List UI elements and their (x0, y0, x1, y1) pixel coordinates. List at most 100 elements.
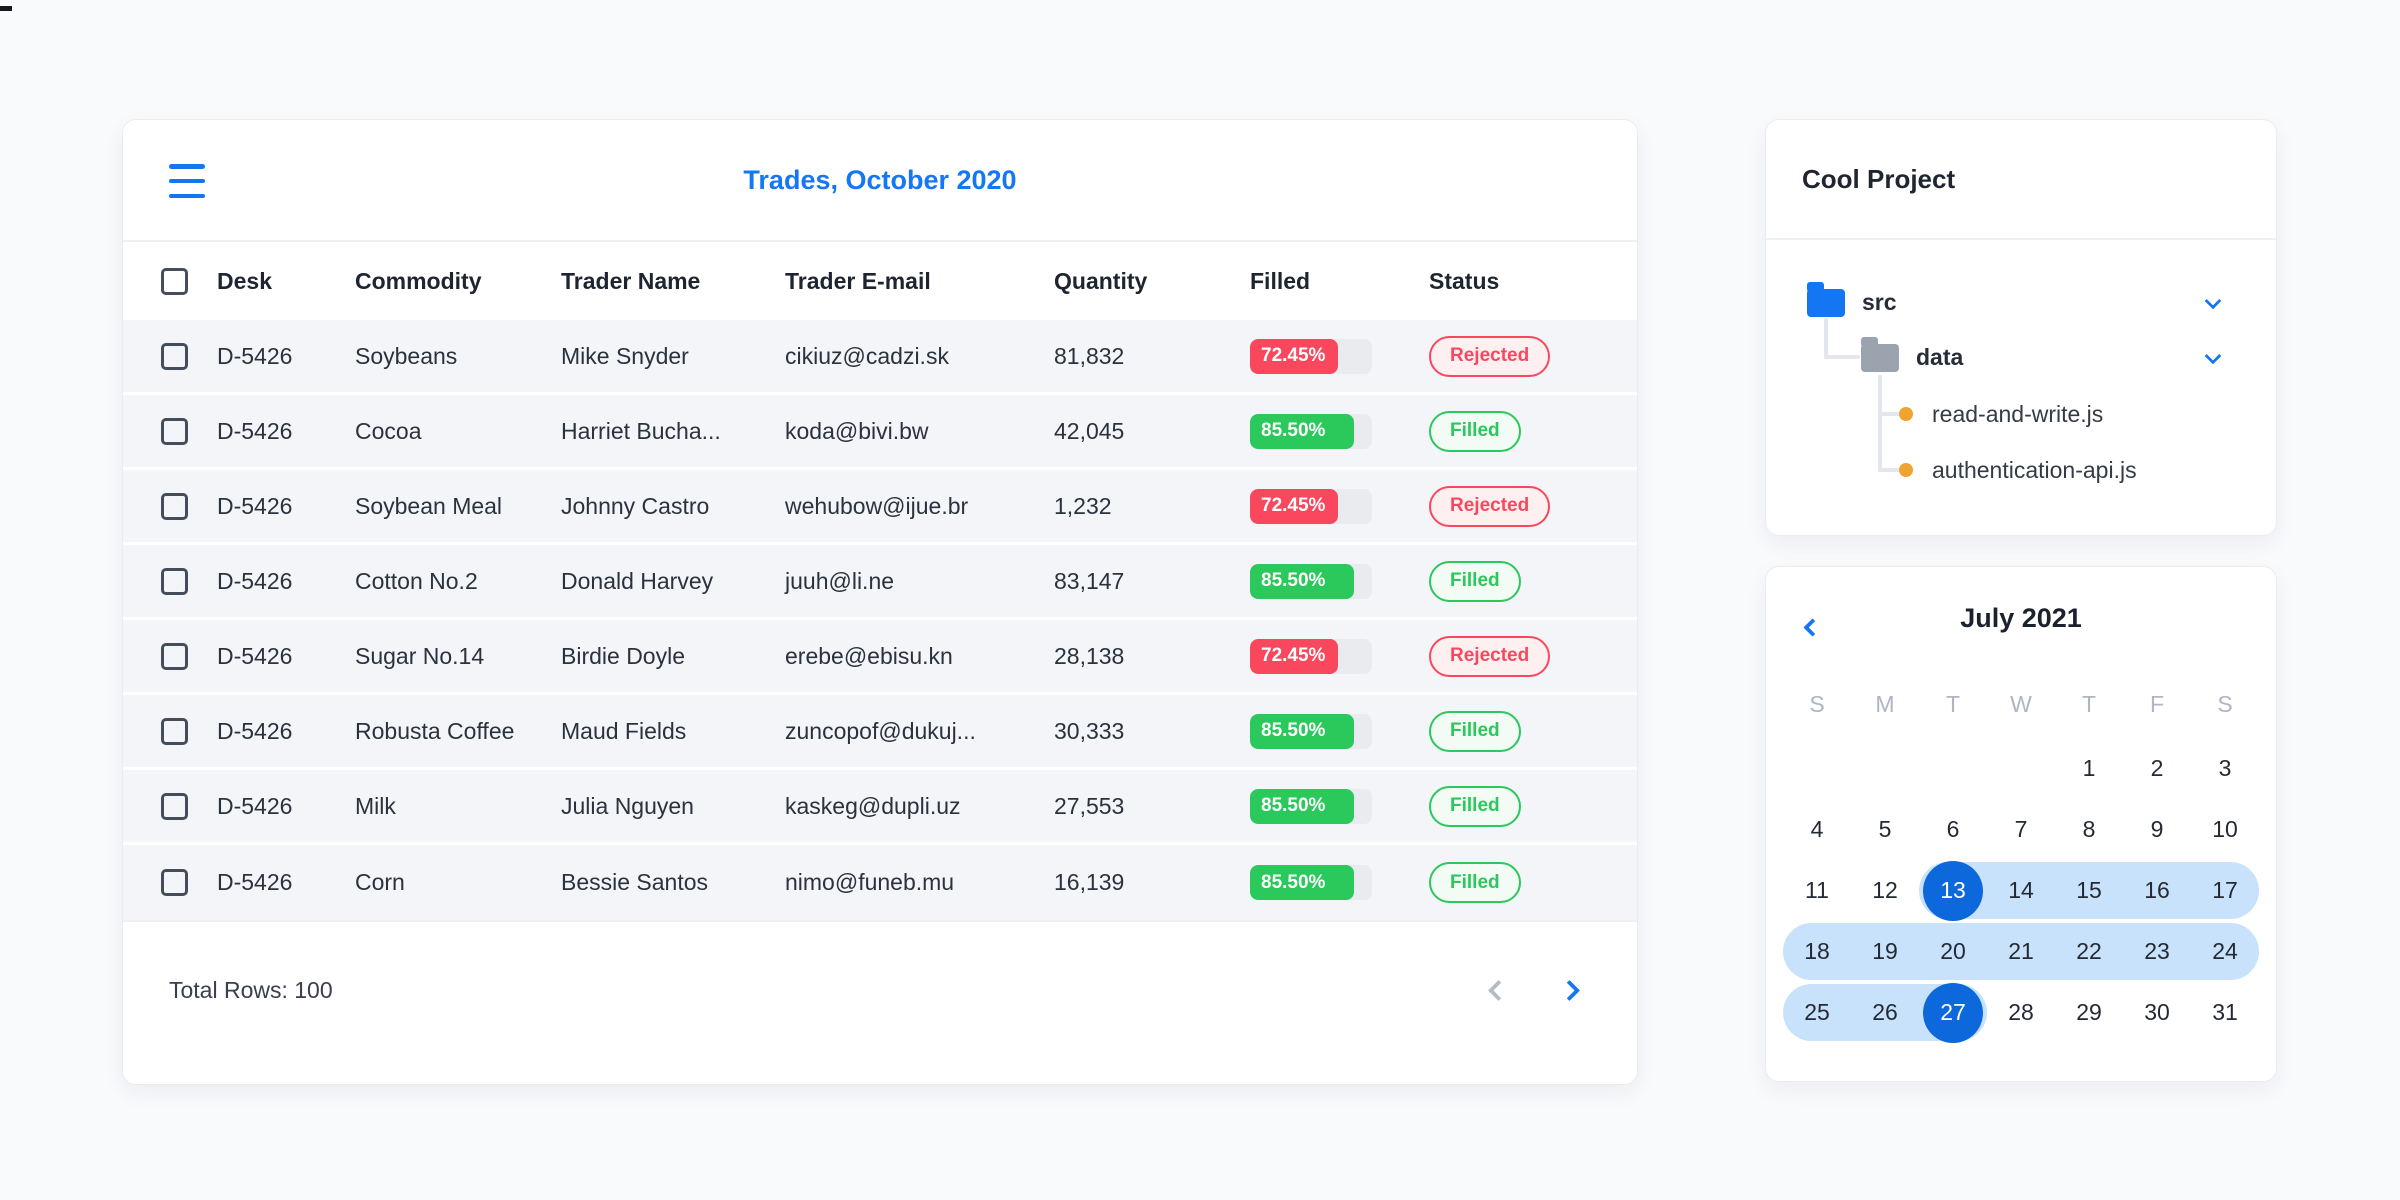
chevron-down-icon[interactable] (2204, 347, 2222, 365)
tree-item-data[interactable]: data (1916, 344, 1964, 370)
table-rows: D-5426 Soybeans Mike Snyder cikiuz@cadzi… (123, 320, 1637, 920)
row-checkbox[interactable] (161, 642, 188, 670)
calendar-day[interactable]: 27 (1919, 982, 1987, 1043)
calendar-day[interactable]: 23 (2123, 923, 2191, 980)
day-number: 11 (1805, 877, 1829, 903)
cell-email: kaskeg@dupli.uz (785, 792, 961, 819)
day-number: 12 (1872, 877, 1898, 903)
chevron-down-icon[interactable] (2204, 292, 2222, 310)
calendar-day[interactable]: 28 (1987, 984, 2055, 1041)
calendar-day[interactable]: 9 (2123, 801, 2191, 858)
tree-connector (1824, 318, 1828, 359)
filled-progress-label: 85.50% (1261, 871, 1326, 893)
cell-desk: D-5426 (217, 492, 293, 519)
calendar-day[interactable]: 26 (1851, 984, 1919, 1041)
filled-progress-bar: 85.50% (1250, 413, 1372, 449)
status-badge: Filled (1429, 785, 1521, 827)
menu-button[interactable] (169, 164, 205, 198)
table-footer: Total Rows: 100 (123, 920, 1637, 1059)
calendar-day[interactable]: 1 (2055, 740, 2123, 797)
select-all-checkbox[interactable] (161, 267, 188, 295)
calendar-day[interactable]: 10 (2191, 801, 2259, 858)
row-checkbox[interactable] (161, 869, 188, 896)
filled-progress-fill: 85.50% (1250, 713, 1355, 749)
tree-item-file[interactable]: authentication-api.js (1932, 457, 2137, 483)
filled-progress-label: 72.45% (1261, 645, 1326, 666)
table-row: D-5426 Corn Bessie Santos nimo@funeb.mu … (123, 845, 1637, 920)
cell-trader: Birdie Doyle (561, 642, 685, 669)
calendar-day[interactable]: 30 (2123, 984, 2191, 1041)
next-page-button[interactable] (1558, 979, 1581, 1002)
cell-quantity: 81,832 (1054, 342, 1125, 369)
column-header-status: Status (1429, 267, 1500, 294)
stray-glyph (0, 6, 12, 11)
calendar-day-empty (1851, 740, 1919, 797)
calendar-day[interactable]: 11 (1783, 862, 1851, 919)
column-header-email: Trader E-mail (785, 267, 931, 294)
row-checkbox[interactable] (161, 717, 188, 745)
cell-desk: D-5426 (217, 642, 293, 669)
row-checkbox[interactable] (161, 792, 188, 820)
calendar-day[interactable]: 8 (2055, 801, 2123, 858)
calendar-day[interactable]: 3 (2191, 740, 2259, 797)
filled-progress-label: 72.45% (1261, 495, 1326, 516)
calendar-day[interactable]: 15 (2055, 862, 2123, 919)
calendar-week-row: 4 5 6 7 8 9 10 (1783, 801, 2259, 858)
calendar-day[interactable]: 5 (1851, 801, 1919, 858)
row-checkbox[interactable] (161, 567, 188, 595)
filled-progress-bar: 85.50% (1250, 713, 1372, 749)
calendar-day[interactable]: 16 (2123, 862, 2191, 919)
filled-progress-label: 85.50% (1261, 720, 1326, 741)
calendar-day[interactable]: 7 (1987, 801, 2055, 858)
day-number: 4 (1810, 816, 1824, 842)
calendar-day[interactable]: 14 (1987, 862, 2055, 919)
calendar-day[interactable]: 6 (1919, 801, 1987, 858)
cell-commodity: Soybeans (355, 342, 458, 369)
cell-trader: Harriet Bucha... (561, 417, 721, 444)
calendar-day[interactable]: 25 (1783, 984, 1851, 1041)
project-title: Cool Project (1766, 120, 2276, 240)
day-number: 18 (1804, 938, 1830, 964)
filled-progress-bar: 72.45% (1250, 338, 1372, 374)
calendar-day[interactable]: 17 (2191, 862, 2259, 919)
calendar-day[interactable]: 21 (1987, 923, 2055, 980)
day-number: 21 (2008, 938, 2034, 964)
calendar-day[interactable]: 20 (1919, 923, 1987, 980)
tree-item-file[interactable]: read-and-write.js (1932, 401, 2104, 427)
filled-progress-label: 85.50% (1261, 570, 1326, 591)
calendar-day[interactable]: 24 (2191, 923, 2259, 980)
cell-desk: D-5426 (217, 417, 293, 444)
cell-quantity: 28,138 (1054, 642, 1125, 669)
day-number: 22 (2076, 938, 2102, 964)
calendar-day[interactable]: 18 (1783, 923, 1851, 980)
table-row: D-5426 Sugar No.14 Birdie Doyle erebe@eb… (123, 620, 1637, 695)
prev-page-button[interactable] (1487, 979, 1510, 1002)
day-number: 9 (2150, 816, 2164, 842)
day-number: 20 (1940, 938, 1966, 964)
calendar-day[interactable]: 22 (2055, 923, 2123, 980)
row-checkbox[interactable] (161, 342, 188, 370)
calendar-day[interactable]: 19 (1851, 923, 1919, 980)
cell-email: koda@bivi.bw (785, 417, 929, 444)
status-badge: Rejected (1429, 335, 1551, 377)
cell-commodity: Sugar No.14 (355, 642, 485, 669)
cell-email: wehubow@ijue.br (785, 492, 969, 519)
cell-trader: Bessie Santos (561, 869, 709, 895)
day-number: 13 (1923, 860, 1983, 921)
calendar-grid: 1 2 3 4 5 6 7 8 9 10 11 12 13 14 15 16 17 18 19 20 21 22 23 24 2… (1766, 740, 2276, 1043)
filled-progress-fill: 72.45% (1250, 488, 1339, 524)
calendar-day[interactable]: 12 (1851, 862, 1919, 919)
calendar-week-row: 18 19 20 21 22 23 24 (1783, 923, 2259, 980)
calendar-day[interactable]: 13 (1919, 860, 1987, 921)
table-row: D-5426 Milk Julia Nguyen kaskeg@dupli.uz… (123, 770, 1637, 845)
calendar-day[interactable]: 31 (2191, 984, 2259, 1041)
calendar-day[interactable]: 29 (2055, 984, 2123, 1041)
cell-desk: D-5426 (217, 869, 293, 895)
row-checkbox[interactable] (161, 492, 188, 520)
row-checkbox[interactable] (161, 417, 188, 445)
tree-item-src[interactable]: src (1862, 289, 1897, 315)
calendar-day[interactable]: 2 (2123, 740, 2191, 797)
calendar-day[interactable]: 4 (1783, 801, 1851, 858)
